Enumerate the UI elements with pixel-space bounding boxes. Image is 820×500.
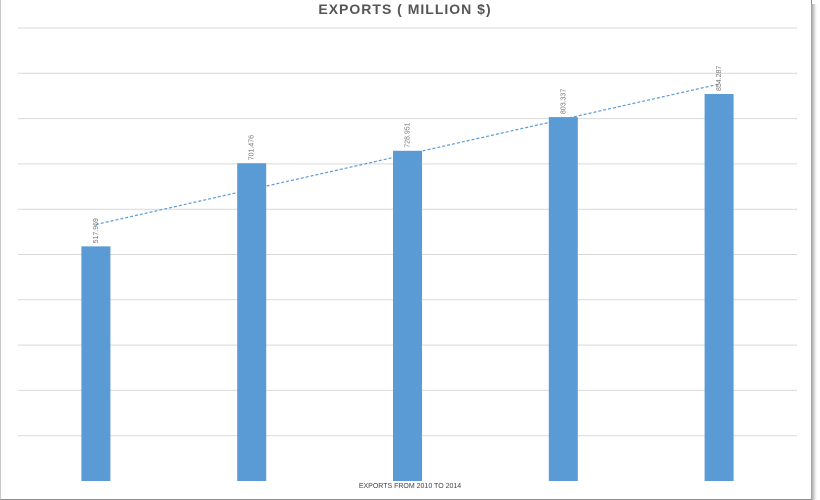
chart-title: EXPORTS ( MILLION $) bbox=[318, 1, 492, 17]
bar bbox=[704, 94, 734, 481]
frame-shadow bbox=[811, 4, 817, 500]
data-label: 803.337 bbox=[560, 89, 567, 114]
data-label: 728.951 bbox=[405, 122, 412, 147]
bar bbox=[548, 117, 578, 481]
bar bbox=[393, 150, 422, 481]
trendline bbox=[95, 83, 720, 226]
x-axis-label: EXPORTS FROM 2010 TO 2014 bbox=[358, 483, 462, 490]
data-label: 854.287 bbox=[716, 66, 723, 91]
data-label: 517.969 bbox=[93, 218, 100, 243]
bar bbox=[237, 163, 267, 481]
data-label: 701.476 bbox=[249, 135, 256, 160]
bar bbox=[81, 246, 111, 481]
